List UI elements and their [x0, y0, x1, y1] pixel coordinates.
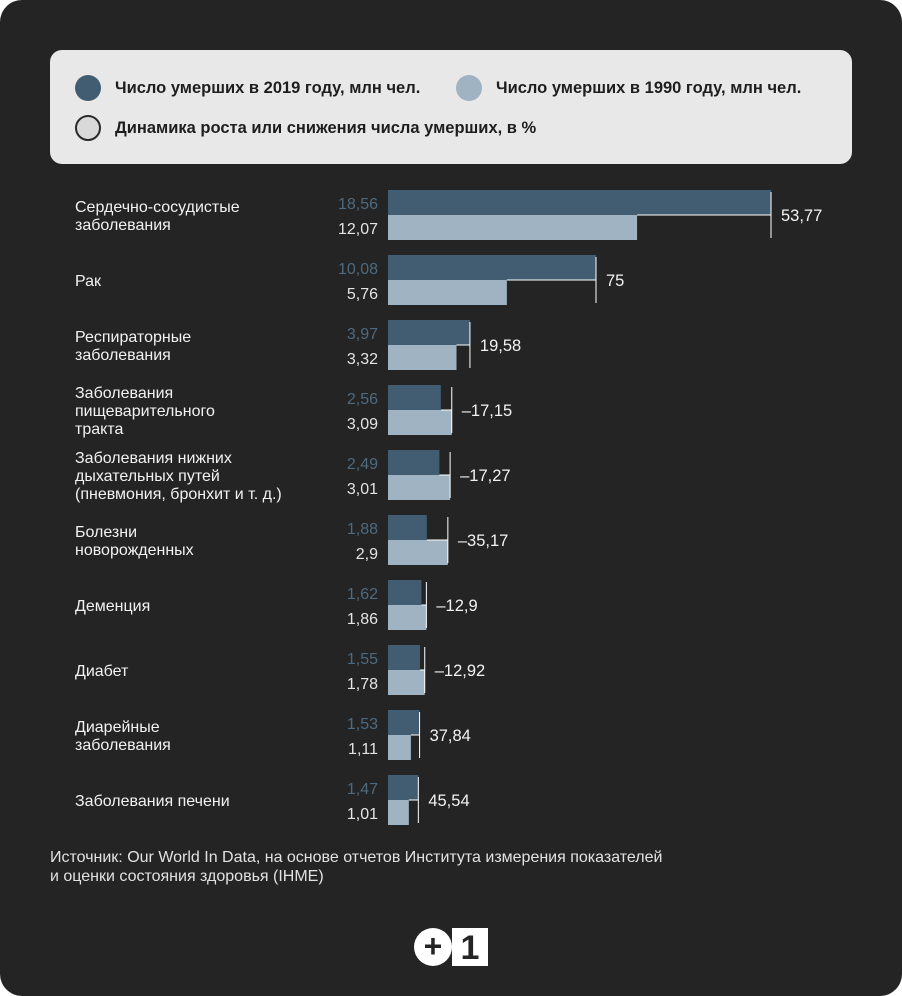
category-label-line: Заболевания — [75, 385, 173, 402]
value-label-1990: 3,32 — [347, 351, 378, 368]
category-label-line: заболевания — [75, 737, 171, 754]
legend-label-2019: Число умерших в 2019 году, млн чел. — [115, 78, 421, 97]
category-label: Деменция — [75, 598, 150, 615]
category-label: Диабет — [75, 663, 129, 680]
bar-2019 — [388, 320, 470, 345]
logo-plus-text: + — [424, 928, 443, 964]
change-label: 45,54 — [428, 792, 469, 810]
category-label-line: Рак — [75, 273, 102, 290]
legend-label-growth: Динамика роста или снижения числа умерши… — [115, 118, 537, 137]
value-label-1990: 1,86 — [347, 611, 378, 628]
value-label-2019: 1,53 — [347, 716, 378, 733]
category-label-line: Заболевания нижних — [75, 450, 232, 467]
value-label-2019: 18,56 — [338, 196, 378, 213]
value-label-2019: 1,62 — [347, 586, 378, 603]
change-label: –12,92 — [435, 662, 485, 680]
category-label-line: Болезни — [75, 524, 137, 541]
bar-1990 — [388, 410, 452, 435]
bar-2019 — [388, 645, 420, 670]
bar-1990 — [388, 345, 457, 370]
source-note: Источник: Our World In Data, на основе о… — [50, 848, 810, 886]
legend-swatch-growth — [75, 115, 101, 141]
category-label-line: новорожденных — [75, 542, 194, 559]
value-label-2019: 1,55 — [347, 651, 378, 668]
category-label-line: пищеварительного — [75, 403, 215, 420]
change-label: –35,17 — [458, 532, 508, 550]
category-label-line: тракта — [75, 421, 123, 438]
value-label-1990: 3,09 — [347, 416, 378, 433]
category-label-line: Деменция — [75, 598, 150, 615]
category-label: Рак — [75, 273, 102, 290]
category-label: Респираторные заболевания — [75, 329, 191, 364]
bar-1990 — [388, 280, 507, 305]
change-label: 53,77 — [781, 207, 822, 225]
change-label: 19,58 — [480, 337, 521, 355]
bar-1990 — [388, 540, 448, 565]
logo-one-text: 1 — [461, 929, 480, 966]
category-label-line: Диарейные — [75, 719, 160, 736]
category-label: Сердечно-сосудистые заболевания — [75, 199, 240, 234]
change-label: 75 — [606, 272, 624, 290]
legend-item-growth: Динамика роста или снижения числа умерши… — [75, 115, 536, 141]
value-label-1990: 1,11 — [348, 741, 378, 758]
value-label-2019: 1,88 — [347, 521, 378, 538]
logo-circle — [414, 928, 452, 966]
legend-item-1990: Число умерших в 1990 году, млн чел. — [456, 75, 801, 101]
category-label: Болезни новорожденных — [75, 524, 194, 559]
bar-1990 — [388, 800, 409, 825]
logo-square — [452, 928, 488, 966]
legend: Число умерших в 2019 году, млн чел. Числ… — [50, 50, 852, 164]
bar-2019 — [388, 515, 427, 540]
legend-label-1990: Число умерших в 1990 году, млн чел. — [496, 78, 802, 97]
bar-2019 — [388, 710, 420, 735]
value-label-1990: 5,76 — [347, 286, 378, 303]
value-label-2019: 10,08 — [338, 261, 378, 278]
category-label-line: Сердечно-сосудистые — [75, 199, 240, 216]
category-label-line: заболевания — [75, 347, 171, 364]
bar-2019 — [388, 775, 419, 800]
change-label: –17,27 — [460, 467, 510, 485]
value-label-2019: 3,97 — [347, 326, 378, 343]
bar-1990 — [388, 670, 425, 695]
value-label-1990: 1,78 — [347, 676, 378, 693]
change-label: –17,15 — [462, 402, 512, 420]
value-label-2019: 2,56 — [347, 391, 378, 408]
value-label-2019: 2,49 — [347, 456, 378, 473]
legend-item-2019: Число умерших в 2019 году, млн чел. — [75, 75, 420, 101]
bar-2019 — [388, 385, 441, 410]
category-label: Диарейные заболевания — [75, 719, 171, 754]
source-line-1: Источник: Our World In Data, на основе о… — [50, 849, 663, 866]
bar-2019 — [388, 255, 597, 280]
category-label-line: (пневмония, бронхит и т. д.) — [75, 486, 282, 503]
value-label-1990: 3,01 — [347, 481, 378, 498]
bar-2019 — [388, 190, 771, 215]
category-label-line: Диабет — [75, 663, 129, 680]
bar-1990 — [388, 735, 411, 760]
bar-1990 — [388, 215, 638, 240]
plus-one-logo: + 1 — [414, 928, 488, 966]
bar-1990 — [388, 605, 427, 630]
category-label: Заболевания печени — [75, 793, 230, 810]
category-label: Заболевания нижних дыхательных путей (пнев… — [75, 450, 282, 503]
change-label: 37,84 — [430, 727, 471, 745]
legend-swatch-2019 — [75, 75, 101, 101]
source-line-2: и оценки состояния здоровья (IHME) — [50, 868, 324, 885]
value-label-1990: 1,01 — [347, 806, 378, 823]
legend-swatch-1990 — [456, 75, 482, 101]
bar-2019 — [388, 580, 422, 605]
bar-1990 — [388, 475, 451, 500]
value-label-2019: 1,47 — [347, 781, 378, 798]
category-label-line: заболевания — [75, 217, 171, 234]
category-label-line: дыхательных путей — [75, 468, 220, 485]
value-label-1990: 12,07 — [338, 221, 378, 238]
category-label-line: Респираторные — [75, 329, 191, 346]
value-label-1990: 2,9 — [356, 546, 378, 563]
category-label: Заболевания пищеварительного тракта — [75, 385, 215, 438]
change-label: –12,9 — [436, 597, 477, 615]
category-label-line: Заболевания печени — [75, 793, 230, 810]
bar-2019 — [388, 450, 440, 475]
